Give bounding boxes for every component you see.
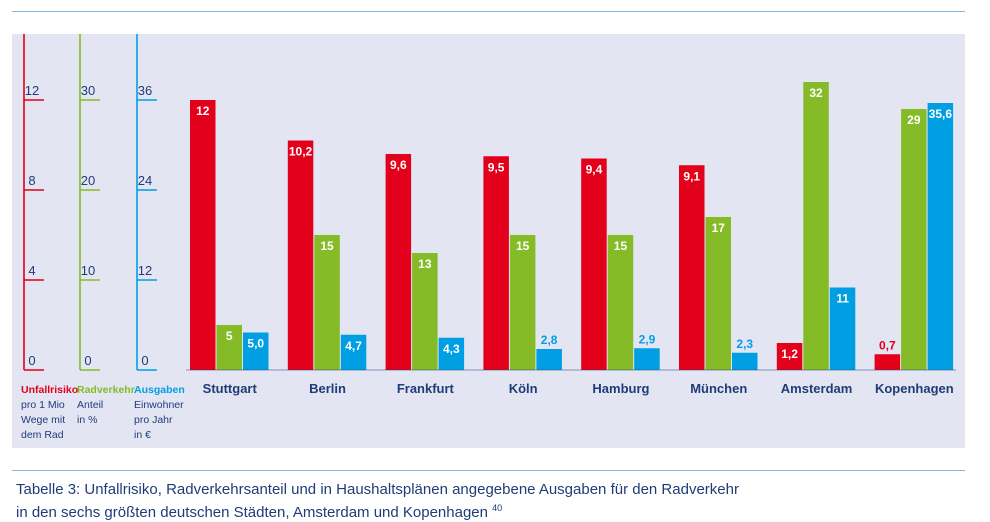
axis-tick-label: 8 xyxy=(28,173,35,188)
bar-value-label: 4,3 xyxy=(443,342,460,356)
axis-tick-label: 36 xyxy=(138,83,152,98)
axis-tick-label: 0 xyxy=(28,353,35,368)
bar-value-label: 2,8 xyxy=(541,333,558,347)
bar-unfallrisiko xyxy=(190,100,216,370)
axis-tick-label: 12 xyxy=(138,263,152,278)
axis-tick-label: 24 xyxy=(138,173,152,188)
axis-tick-label: 0 xyxy=(141,353,148,368)
bar-value-label: 11 xyxy=(836,292,849,306)
bar-value-label: 1,2 xyxy=(781,347,798,361)
bar-radverkehr xyxy=(705,217,731,370)
legend-title-unfallrisiko: Unfallrisiko xyxy=(21,384,78,396)
bar-unfallrisiko xyxy=(483,156,509,370)
bar-ausgaben xyxy=(732,352,758,370)
caption-line-2-text: in den sechs größten deutschen Städten, … xyxy=(16,504,488,521)
bar-value-label: 13 xyxy=(418,257,432,271)
category-label: Kopenhagen xyxy=(875,381,954,396)
bar-value-label: 17 xyxy=(712,221,726,235)
bar-value-label: 35,6 xyxy=(929,107,953,121)
chart-caption: Tabelle 3: Unfallrisiko, Radverkehrsante… xyxy=(16,481,956,522)
bar-ausgaben xyxy=(634,348,660,370)
bar-ausgaben xyxy=(438,337,465,370)
bar-value-label: 32 xyxy=(809,86,823,100)
axis-tick-label: 0 xyxy=(84,353,91,368)
legend-title-ausgaben: Ausgaben xyxy=(134,384,185,396)
bar-unfallrisiko xyxy=(874,354,901,370)
category-label: Amsterdam xyxy=(781,381,853,396)
top-rule xyxy=(12,11,965,12)
bar-unfallrisiko xyxy=(776,343,803,370)
bar-radverkehr xyxy=(314,235,340,370)
bar-ausgaben xyxy=(927,103,954,370)
category-label: Frankfurt xyxy=(397,381,455,396)
caption-footnote: 40 xyxy=(492,503,503,513)
axis-tick-label: 20 xyxy=(81,173,95,188)
legend-title-radverkehr: Radverkehr xyxy=(77,384,135,396)
legend-description-line: Wege mit xyxy=(21,414,65,426)
bar-radverkehr xyxy=(901,109,927,370)
bar-value-label: 2,9 xyxy=(639,332,656,346)
legend-description-line: dem Rad xyxy=(21,429,64,441)
bottom-rule xyxy=(12,470,965,471)
bar-value-label: 5,0 xyxy=(247,337,264,351)
bar-value-label: 9,1 xyxy=(683,169,700,183)
axis-tick-label: 4 xyxy=(28,263,35,278)
bar-value-label: 2,3 xyxy=(736,337,753,351)
category-label: Hamburg xyxy=(592,381,649,396)
legend-description-line: pro Jahr xyxy=(134,414,173,426)
category-label: München xyxy=(690,381,747,396)
bar-value-label: 29 xyxy=(907,113,921,127)
bar-unfallrisiko xyxy=(581,158,607,370)
bar-unfallrisiko xyxy=(287,140,314,370)
legend-description-line: Einwohner xyxy=(134,399,184,411)
bar-ausgaben xyxy=(829,287,856,370)
bar-ausgaben xyxy=(243,332,269,370)
bar-radverkehr xyxy=(803,82,829,370)
bar-radverkehr xyxy=(607,235,634,370)
bar-value-label: 4,7 xyxy=(345,339,362,353)
bar-value-label: 12 xyxy=(196,104,210,118)
bar-value-label: 15 xyxy=(320,239,334,253)
bar-value-label: 9,5 xyxy=(488,160,505,174)
category-label: Stuttgart xyxy=(203,381,258,396)
bar-value-label: 9,4 xyxy=(586,163,603,177)
bar-unfallrisiko xyxy=(385,154,412,370)
bar-value-label: 15 xyxy=(516,239,530,253)
bar-radverkehr xyxy=(216,325,242,370)
bar-value-label: 15 xyxy=(614,239,628,253)
legend-description-line: in € xyxy=(134,429,151,441)
bar-unfallrisiko xyxy=(679,165,705,370)
category-label: Berlin xyxy=(309,381,346,396)
caption-line-2: in den sechs größten deutschen Städten, … xyxy=(16,499,956,522)
bar-value-label: 5 xyxy=(226,329,233,343)
axis-tick-label: 12 xyxy=(25,83,39,98)
chart: 0 4 8 12 Unfallrisiko pro 1 Mio Wege mit dem Ra… xyxy=(21,34,956,441)
bar-radverkehr xyxy=(412,253,438,370)
bar-value-label: 0,7 xyxy=(879,338,896,352)
category-label: Köln xyxy=(509,381,538,396)
bar-value-label: 9,6 xyxy=(390,158,407,172)
bar-ausgaben xyxy=(340,334,367,370)
caption-line-1: Tabelle 3: Unfallrisiko, Radverkehrsante… xyxy=(16,481,739,498)
bar-radverkehr xyxy=(509,235,536,370)
legend-description-line: in % xyxy=(77,414,97,426)
bar-value-label: 10,2 xyxy=(289,145,313,159)
bar-ausgaben xyxy=(536,349,562,370)
legend-description-line: pro 1 Mio xyxy=(21,399,65,411)
legend-description-line: Anteil xyxy=(77,399,103,411)
axis-tick-label: 10 xyxy=(81,263,95,278)
axis-tick-label: 30 xyxy=(81,83,95,98)
